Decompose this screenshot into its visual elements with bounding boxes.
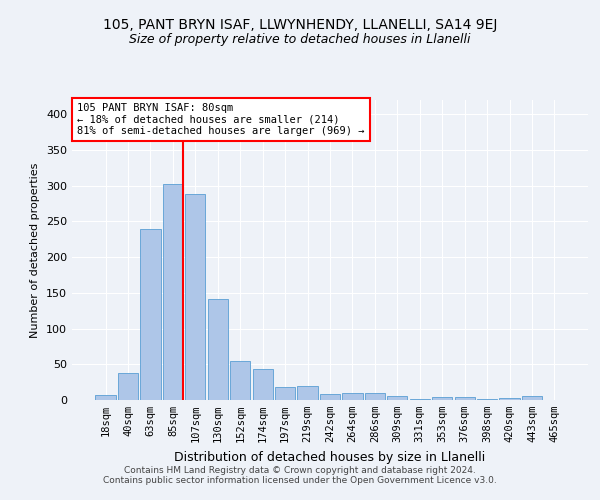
Bar	[455, 397, 475, 400]
Bar	[95, 395, 116, 400]
Bar	[343, 393, 362, 400]
Text: 105, PANT BRYN ISAF, LLWYNHENDY, LLANELLI, SA14 9EJ: 105, PANT BRYN ISAF, LLWYNHENDY, LLANELL…	[103, 18, 497, 32]
Y-axis label: Number of detached properties: Number of detached properties	[31, 162, 40, 338]
Text: 105 PANT BRYN ISAF: 80sqm
← 18% of detached houses are smaller (214)
81% of semi: 105 PANT BRYN ISAF: 80sqm ← 18% of detac…	[77, 103, 365, 136]
Bar	[185, 194, 205, 400]
Text: Size of property relative to detached houses in Llanelli: Size of property relative to detached ho…	[129, 32, 471, 46]
Bar	[118, 373, 138, 400]
Bar	[522, 396, 542, 400]
Bar	[140, 228, 161, 400]
Bar	[208, 298, 228, 400]
Bar	[499, 398, 520, 400]
Bar	[275, 387, 295, 400]
Bar	[298, 386, 317, 400]
Bar	[253, 368, 273, 400]
Bar	[320, 394, 340, 400]
Bar	[230, 360, 250, 400]
X-axis label: Distribution of detached houses by size in Llanelli: Distribution of detached houses by size …	[175, 450, 485, 464]
Text: Contains HM Land Registry data © Crown copyright and database right 2024.
Contai: Contains HM Land Registry data © Crown c…	[103, 466, 497, 485]
Bar	[387, 396, 407, 400]
Bar	[163, 184, 183, 400]
Bar	[365, 393, 385, 400]
Bar	[410, 398, 430, 400]
Bar	[432, 397, 452, 400]
